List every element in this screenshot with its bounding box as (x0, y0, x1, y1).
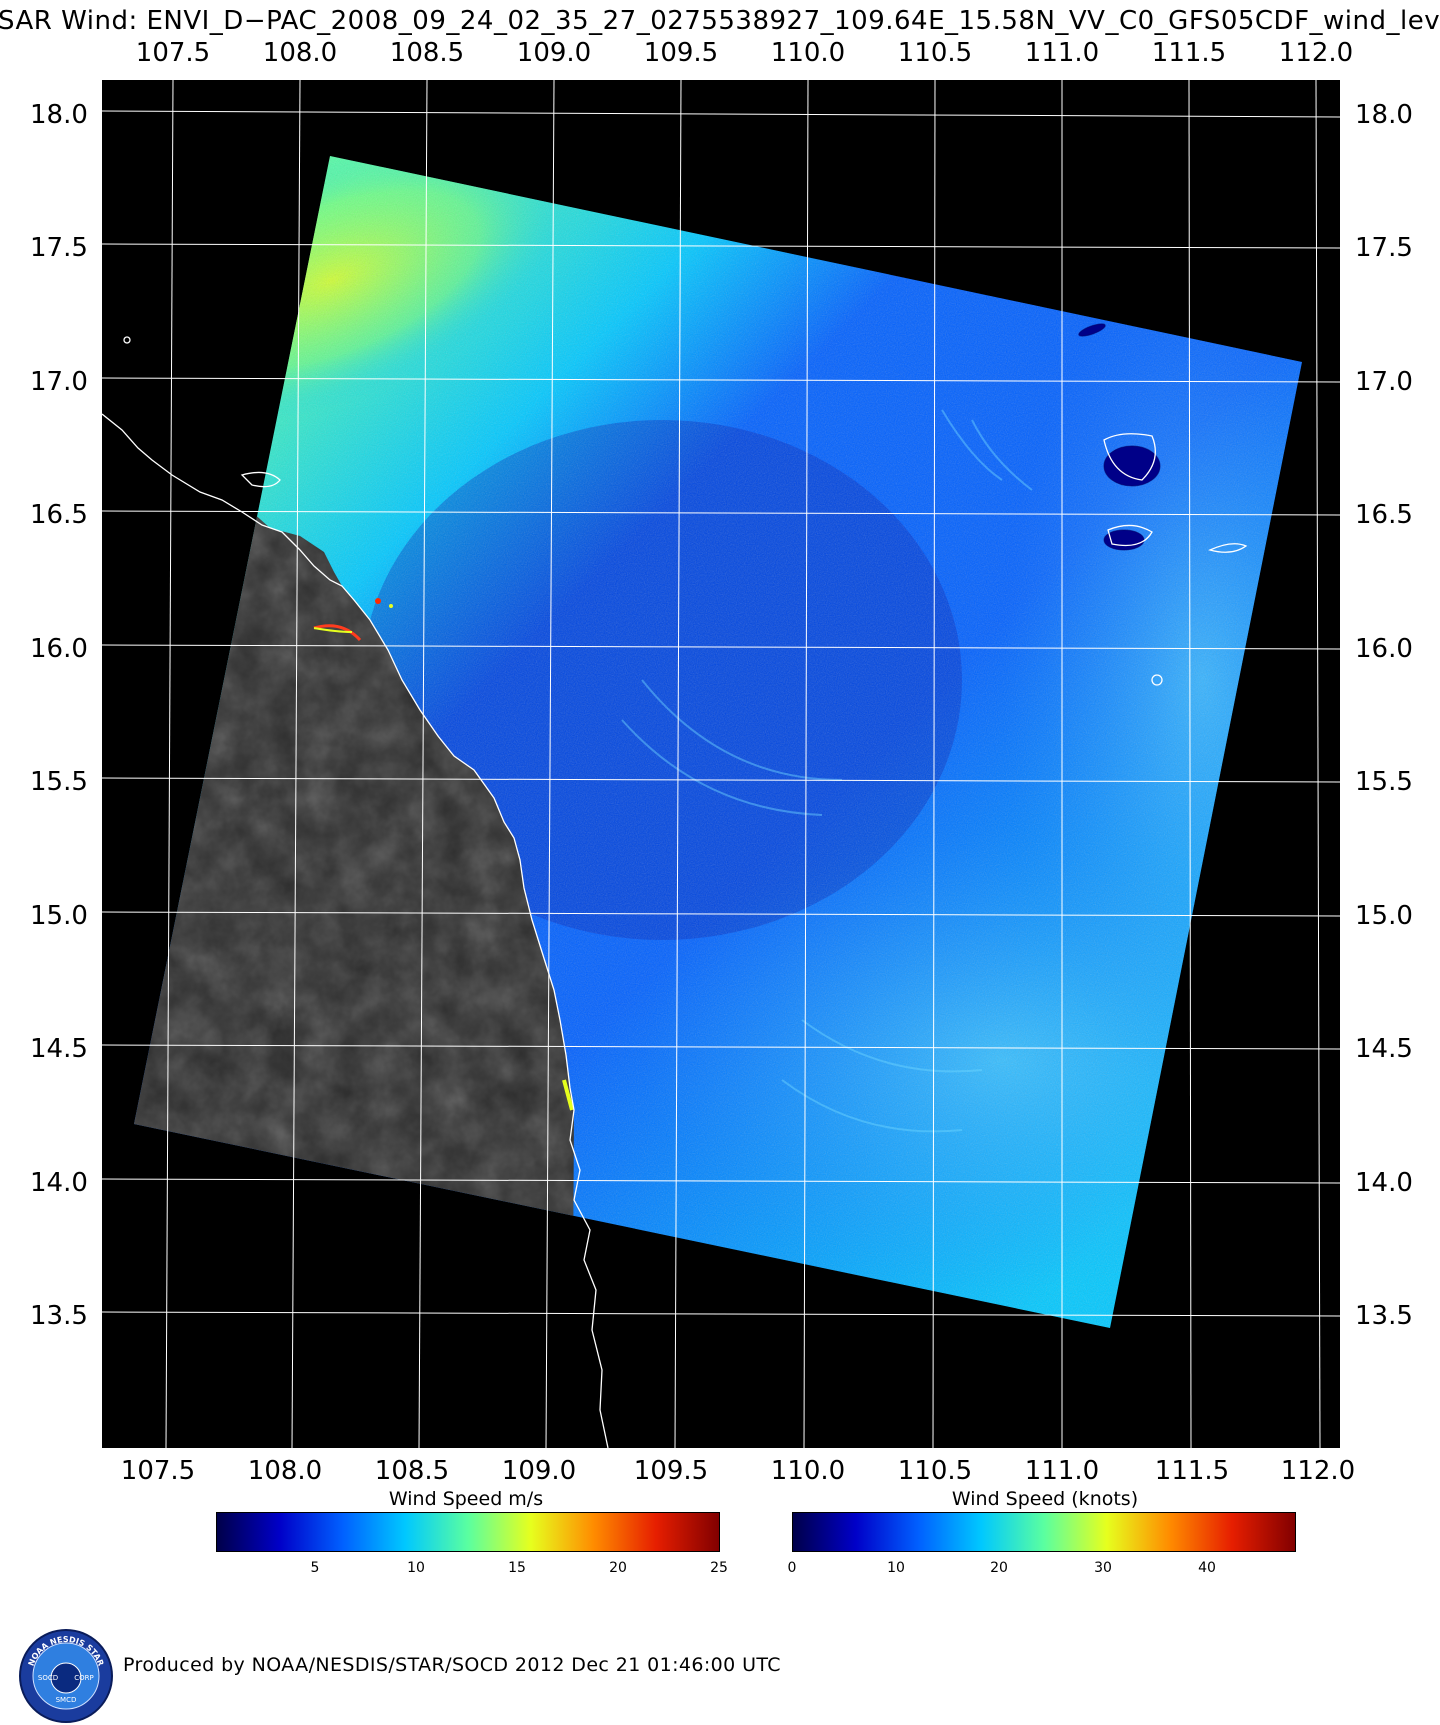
top-lon-label: 107.5 (135, 38, 211, 68)
left-lat-label: 18.0 (30, 100, 88, 130)
bottom-lon-label: 111.0 (1024, 1456, 1100, 1486)
colorbar-knots (792, 1512, 1296, 1552)
logo-smcd-text: SMCD (56, 1696, 77, 1704)
bottom-lon-label: 108.5 (374, 1456, 450, 1486)
right-lat-label: 14.0 (1355, 1168, 1413, 1198)
colorbar-ms-tick: 20 (609, 1560, 627, 1576)
bottom-lon-label: 110.5 (897, 1456, 973, 1486)
left-lat-label: 15.0 (30, 901, 88, 931)
colorbar-ms-tick: 25 (710, 1560, 728, 1576)
left-lat-label: 17.0 (30, 367, 88, 397)
top-lon-label: 112.0 (1278, 38, 1354, 68)
right-lat-label: 15.0 (1355, 901, 1413, 931)
top-lon-label: 111.0 (1024, 38, 1100, 68)
right-lat-label: 18.0 (1355, 100, 1413, 130)
top-lon-label: 110.5 (897, 38, 973, 68)
right-lat-label: 16.0 (1355, 634, 1413, 664)
top-lon-label: 109.0 (516, 38, 592, 68)
top-lon-label: 108.5 (389, 38, 465, 68)
bottom-lon-label: 110.0 (770, 1456, 846, 1486)
noaa-star-logo: NOAA NESDIS STAR SOCD CORP SMCD (19, 1629, 113, 1723)
sar-swath (134, 156, 1302, 1328)
colorbar-knots-tick: 30 (1094, 1560, 1112, 1576)
map-panel (102, 80, 1340, 1448)
left-lat-label: 16.0 (30, 634, 88, 664)
colorbar-ms-tick: 15 (508, 1560, 526, 1576)
right-lat-label: 15.5 (1355, 767, 1413, 797)
colorbar-ms-tick: 10 (407, 1560, 425, 1576)
right-lat-label: 17.0 (1355, 367, 1413, 397)
colorbar-knots-title: Wind Speed (knots) (951, 1488, 1139, 1510)
bottom-lon-label: 109.5 (633, 1456, 709, 1486)
credit-line: Produced by NOAA/NESDIS/STAR/SOCD 2012 D… (123, 1654, 781, 1676)
bottom-lon-label: 109.0 (501, 1456, 577, 1486)
colorbar-knots-tick: 0 (787, 1560, 797, 1576)
colorbar-ms-title: Wind Speed m/s (388, 1488, 544, 1510)
left-lat-label: 14.0 (30, 1168, 88, 1198)
coastline (102, 336, 1248, 1448)
bottom-lon-label: 107.5 (120, 1456, 196, 1486)
colorbar-knots-tick: 10 (887, 1560, 905, 1576)
bottom-lon-label: 111.5 (1154, 1456, 1230, 1486)
logo-corp-text: CORP (74, 1674, 93, 1682)
top-lon-label: 111.5 (1151, 38, 1227, 68)
colorbar-ms-tick: 5 (310, 1560, 320, 1576)
right-lat-label: 16.5 (1355, 500, 1413, 530)
left-lat-label: 17.5 (30, 233, 88, 263)
colorbar-knots-tick: 20 (990, 1560, 1008, 1576)
left-lat-label: 15.5 (30, 767, 88, 797)
wind-map (102, 80, 1340, 1448)
bottom-lon-label: 112.0 (1280, 1456, 1356, 1486)
top-lon-label: 108.0 (262, 38, 338, 68)
graticule (102, 80, 1340, 1448)
bottom-lon-label: 108.0 (247, 1456, 323, 1486)
left-lat-label: 13.5 (30, 1301, 88, 1331)
left-lat-label: 16.5 (30, 500, 88, 530)
right-lat-label: 17.5 (1355, 233, 1413, 263)
top-lon-label: 110.0 (770, 38, 846, 68)
image-title: SAR Wind: ENVI_D−PAC_2008_09_24_02_35_27… (0, 6, 1440, 36)
colorbar-knots-tick: 40 (1198, 1560, 1216, 1576)
logo-socd-text: SOCD (38, 1674, 58, 1682)
right-lat-label: 14.5 (1355, 1034, 1413, 1064)
top-lon-label: 109.5 (643, 38, 719, 68)
colorbar-ms (216, 1512, 720, 1552)
left-lat-label: 14.5 (30, 1034, 88, 1064)
right-lat-label: 13.5 (1355, 1301, 1413, 1331)
